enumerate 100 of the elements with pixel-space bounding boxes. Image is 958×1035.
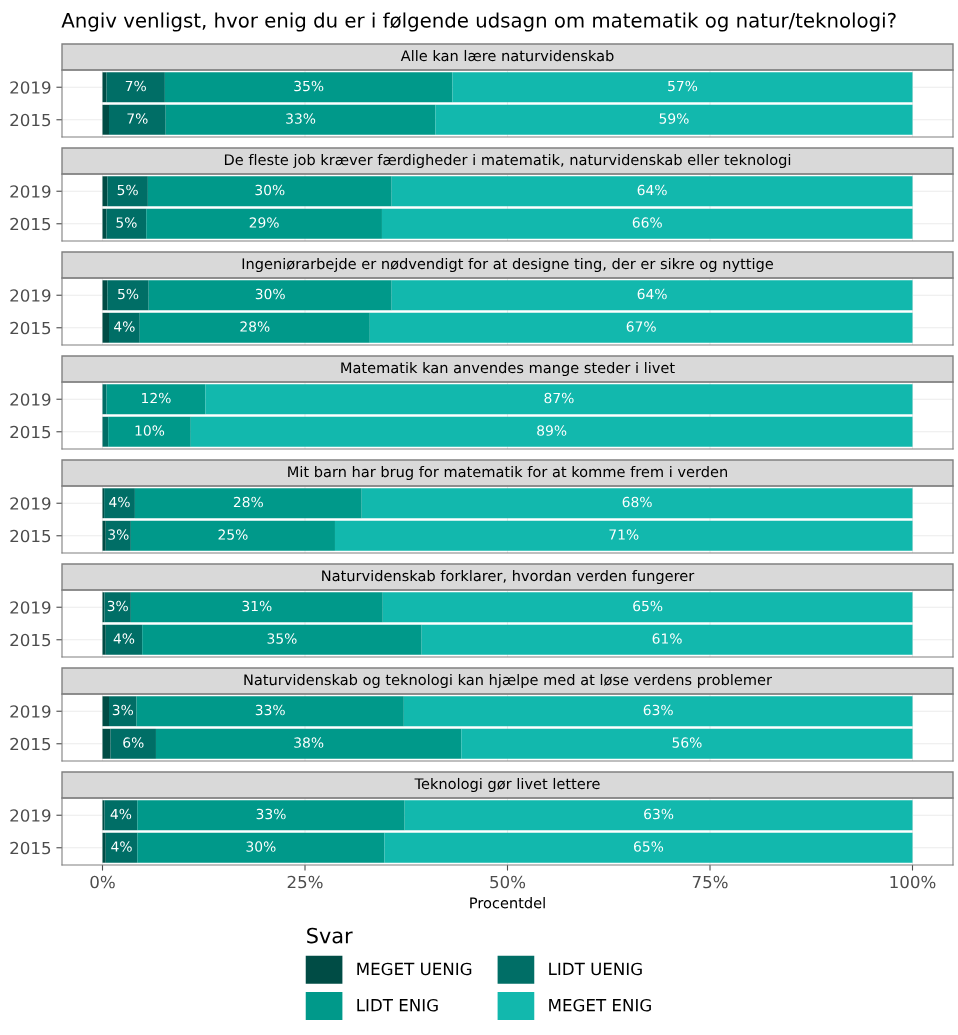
bar: [104, 592, 131, 623]
data-label: 6%: [123, 737, 144, 748]
bar: [102, 312, 109, 343]
data-label: 3%: [107, 600, 128, 612]
bar: [134, 488, 362, 519]
bar: [102, 208, 107, 239]
bar: [148, 280, 392, 311]
bar: [102, 832, 106, 863]
x-tick-label: 50%: [490, 875, 526, 889]
bar: [165, 104, 436, 135]
data-label: 29%: [249, 217, 279, 228]
legend-label: LIDT ENIG: [357, 998, 438, 1012]
x-tick-label: 75%: [692, 875, 728, 889]
data-label: 63%: [643, 704, 673, 716]
data-label: 4%: [109, 496, 130, 508]
bar: [137, 832, 385, 863]
bar: [435, 104, 913, 135]
data-label: 4%: [111, 841, 132, 852]
data-label: 31%: [242, 600, 272, 612]
data-label: 63%: [644, 808, 674, 820]
bar: [384, 832, 913, 863]
bar: [107, 176, 148, 207]
bar: [105, 624, 143, 655]
chart-subtitle: Teknologi gør livet lettere: [414, 777, 600, 793]
bar: [102, 624, 106, 655]
bar: [108, 416, 191, 447]
data-label: 4%: [113, 633, 135, 644]
y-tick-label: 2015: [10, 321, 51, 335]
y-tick-label: 2019: [10, 705, 51, 718]
data-label: 10%: [135, 425, 165, 436]
bar: [106, 384, 206, 415]
data-label: 7%: [127, 113, 148, 124]
bar: [130, 520, 335, 551]
bar: [155, 728, 462, 759]
chart-subtitle: Alle kan lære naturvidenskab: [400, 49, 614, 62]
y-tick-label: 2019: [10, 185, 51, 198]
bar: [108, 696, 137, 727]
bar: [381, 208, 913, 239]
data-label: 56%: [672, 737, 702, 748]
data-label: 3%: [112, 704, 133, 716]
data-label: 59%: [659, 113, 689, 124]
legend-label: LIDT UENIG: [549, 962, 642, 976]
chart-title: Angiv venligst, hvor enig du er i følgende udsagn om matematik og natur/teknologi?: [61, 12, 896, 32]
y-tick-label: 2015: [10, 113, 51, 127]
bar: [137, 800, 405, 831]
data-label: 35%: [267, 633, 297, 644]
y-tick-label: 2019: [10, 809, 51, 822]
bar: [142, 624, 422, 655]
bar: [104, 800, 138, 831]
y-tick-label: 2015: [10, 529, 51, 543]
y-tick-label: 2015: [10, 737, 51, 751]
bar: [369, 312, 913, 343]
bar: [334, 520, 913, 551]
bar: [107, 280, 149, 311]
bar: [108, 104, 166, 135]
bar: [102, 104, 109, 135]
data-label: 65%: [633, 841, 664, 852]
bar: [106, 208, 147, 239]
bar: [102, 728, 111, 759]
data-label: 71%: [609, 529, 639, 540]
bar: [164, 72, 453, 103]
bar: [461, 728, 913, 759]
chart-subtitle: Naturvidenskab forklarer, hvordan verden fungerer: [322, 569, 695, 585]
y-tick-label: 2015: [10, 633, 51, 647]
data-label: 7%: [125, 80, 146, 92]
data-label: 64%: [637, 184, 667, 196]
data-label: 30%: [255, 288, 285, 300]
data-label: 5%: [117, 184, 138, 196]
data-label: 57%: [668, 80, 698, 92]
data-label: 61%: [652, 633, 682, 644]
x-axis-title: Procentdel: [470, 897, 545, 909]
y-tick-label: 2019: [10, 497, 51, 510]
data-label: 38%: [294, 737, 324, 748]
bar: [102, 592, 105, 623]
bar: [146, 208, 382, 239]
bar: [102, 520, 106, 551]
data-label: 30%: [255, 184, 285, 196]
chart-subtitle: De fleste job kræver færdigheder i matematik, naturvidenskab eller teknologi: [224, 153, 791, 169]
legend-label: MEGET ENIG: [549, 998, 651, 1012]
chart-subtitle: Ingeniørarbejde er nødvendigt for at designe ting, der er sikre og nyttige: [242, 257, 774, 273]
bar: [105, 832, 138, 863]
data-label: 64%: [637, 288, 667, 300]
legend-label: MEGET UENIG: [357, 962, 472, 976]
x-tick-label: 25%: [287, 875, 323, 889]
bar: [130, 592, 383, 623]
data-label: 35%: [294, 80, 324, 92]
data-label: 25%: [218, 529, 248, 540]
data-label: 28%: [233, 496, 263, 508]
y-tick-label: 2015: [10, 217, 51, 231]
data-label: 33%: [256, 808, 286, 820]
y-tick-label: 2019: [10, 81, 51, 94]
y-tick-label: 2019: [10, 289, 51, 302]
y-tick-label: 2015: [10, 425, 51, 439]
data-label: 28%: [240, 321, 270, 332]
data-label: 65%: [633, 600, 663, 612]
chart-subtitle: Mit barn har brug for matematik for at komme frem i verden: [288, 465, 727, 481]
bar: [147, 176, 392, 207]
data-label: 3%: [108, 529, 129, 540]
data-label: 68%: [622, 496, 652, 508]
data-label: 33%: [286, 113, 316, 124]
